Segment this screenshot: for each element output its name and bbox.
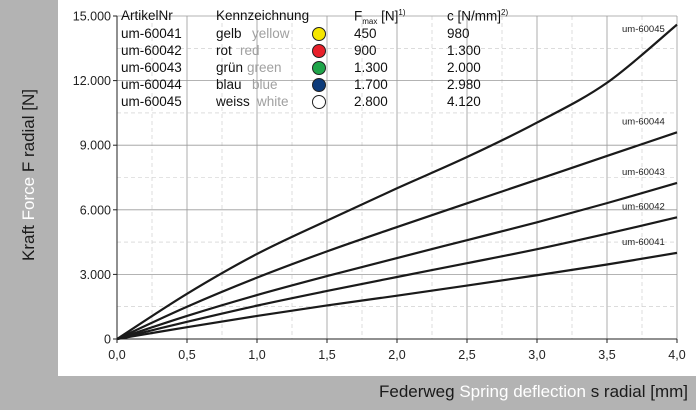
legend-header-fmax-sub: max [362,17,378,27]
legend-row-color-de: blau [216,77,242,92]
series-line [116,181,678,341]
series-line [116,23,678,340]
x-tick-label: 1,5 [318,348,335,362]
legend-row-color-de: grün [216,60,244,75]
legend-header-kennzeichnung: Kennzeichnung [216,8,310,23]
legend-row-color-en: yellow [252,26,290,41]
y-tick-label: 0 [104,333,111,347]
legend-row-nr: um-60043 [121,60,182,75]
x-tick-label: 2,5 [458,348,475,362]
x-axis-label: Federweg Spring deflection s radial [mm] [379,382,688,402]
series-label: um-60042 [622,201,665,212]
x-tick-label: 0,0 [108,348,125,362]
x-axis-label-symbol: s radial [mm] [590,382,688,401]
x-tick-label: 3,0 [528,348,545,362]
x-axis-label-de: Federweg [378,382,455,401]
legend-row-c: 1.300 [447,43,481,58]
y-tick-label: 15.000 [73,10,111,24]
white-swatch-icon [312,95,326,109]
legend-row-c: 2.980 [447,77,481,92]
legend-row-color-en: blue [252,77,278,92]
legend-row-color-en: red [240,43,260,58]
series-label: um-60043 [622,167,665,178]
y-tick-label: 12.000 [73,74,111,88]
series-label: um-60045 [622,24,665,35]
y-axis-label-de: Kraft [19,225,38,261]
legend-row-fmax: 450 [354,26,377,41]
legend-row-color-de: weiss [216,94,250,109]
y-axis-label-symbol: F radial [N] [19,89,38,173]
y-tick-label: 6.000 [80,203,111,217]
legend-row-fmax: 1.700 [354,77,388,92]
legend-row-nr: um-60041 [121,26,182,41]
blue-swatch-icon [312,78,326,92]
x-tick-label: 4,0 [668,348,685,362]
legend-header-fmax: Fmax [N]1) [354,8,406,26]
legend-header-fmax-sup: 1) [398,8,406,17]
legend-row-c: 4.120 [447,94,481,109]
series-line [116,216,678,341]
legend-header-c-main: c [N/mm] [447,8,501,24]
green-swatch-icon [312,61,326,75]
legend-row-c: 2.000 [447,60,481,75]
x-axis-label-en: Spring deflection [459,382,586,401]
series-label: um-60044 [622,116,665,127]
yellow-swatch-icon [312,27,326,41]
series-line [116,251,678,341]
legend-row-nr: um-60044 [121,77,182,92]
legend-row-fmax: 900 [354,43,377,58]
legend-row-fmax: 2.800 [354,94,388,109]
legend-header-fmax-main: F [354,8,363,24]
legend-header-fmax-unit: [N] [377,8,399,24]
red-swatch-icon [312,44,326,58]
legend-row-c: 980 [447,26,470,41]
legend-row-nr: um-60042 [121,43,182,58]
x-tick-label: 0,5 [178,348,195,362]
series-label: um-60041 [622,237,665,248]
x-tick-label: 3,5 [598,348,615,362]
y-axis-label: Kraft Force F radial [N] [19,89,39,261]
legend-header-artikel: ArtikelNr [121,8,173,23]
x-tick-label: 1,0 [248,348,265,362]
x-tick-label: 2,0 [388,348,405,362]
legend-header-c-sup: 2) [501,8,509,17]
legend-row-fmax: 1.300 [354,60,388,75]
y-axis-label-en: Force [19,176,38,221]
y-tick-label: 9.000 [80,139,111,153]
legend-header-c: c [N/mm]2) [447,8,508,24]
legend-row-color-de: rot [216,43,232,58]
legend-row-color-en: green [247,60,282,75]
y-tick-label: 3.000 [80,268,111,282]
legend-row-color-de: gelb [216,26,242,41]
series-line [116,131,678,340]
legend-row-nr: um-60045 [121,94,182,109]
legend-row-color-en: white [257,94,289,109]
plot-panel [58,0,696,376]
